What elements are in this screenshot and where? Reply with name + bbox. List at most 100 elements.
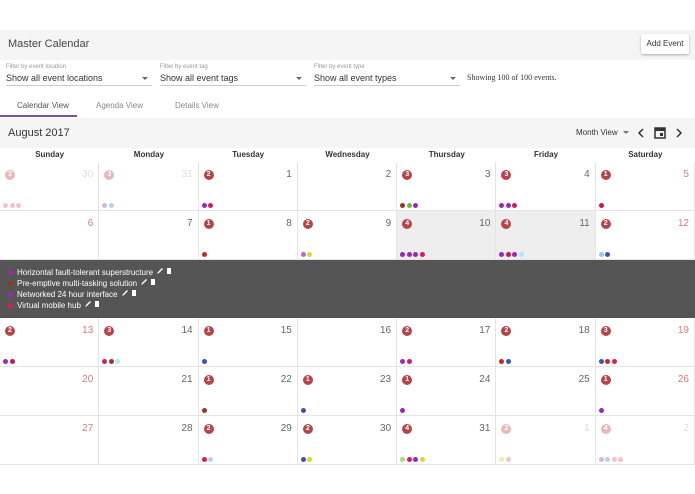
day-cell[interactable] (0, 367, 100, 416)
day-cell[interactable] (0, 318, 100, 367)
event-actions[interactable] (121, 289, 139, 297)
dropdown-arrow[interactable] (623, 131, 629, 134)
event-count-badge: 2 (600, 219, 611, 229)
event-count-badge: 4 (402, 219, 413, 229)
day-cell[interactable] (496, 318, 596, 367)
day-cell[interactable] (297, 211, 398, 260)
day-cell[interactable] (198, 162, 298, 211)
day-number: 8 (286, 218, 292, 229)
day-cell[interactable] (397, 416, 497, 465)
day-cell[interactable] (99, 162, 199, 211)
add-event-button[interactable]: Add Event (641, 34, 689, 54)
edit-icon[interactable] (121, 290, 128, 296)
view-select[interactable]: Month View (576, 128, 618, 137)
event-dot (406, 203, 412, 208)
day-cell[interactable] (99, 367, 199, 416)
day-cell[interactable] (99, 211, 199, 260)
day-cell[interactable] (198, 211, 298, 260)
day-cell[interactable] (595, 162, 695, 211)
event-dot (413, 203, 419, 208)
next-button[interactable] (676, 128, 683, 138)
edit-icon[interactable] (141, 279, 148, 285)
filter-label: Filter by event tag (160, 64, 208, 70)
event-dot (419, 457, 425, 462)
event-dot (512, 203, 518, 208)
day-cell[interactable] (595, 318, 695, 367)
day-cell[interactable] (496, 367, 596, 416)
weekday: Tuesday (232, 150, 265, 159)
day-number: 5 (683, 169, 689, 180)
delete-icon[interactable] (94, 301, 99, 307)
event-actions[interactable] (140, 278, 158, 286)
edit-icon[interactable] (84, 301, 91, 307)
event-count-badge: 2 (402, 326, 413, 336)
prev-button[interactable] (637, 128, 644, 138)
day-number: 18 (578, 325, 590, 336)
event-title[interactable]: Virtual mobile hub (17, 300, 102, 310)
event-count-badge: 2 (5, 326, 15, 336)
day-cell[interactable] (595, 367, 695, 416)
day-number: 2 (683, 423, 689, 434)
event-dot (413, 252, 419, 257)
day-cell[interactable] (198, 416, 298, 465)
day-cell[interactable] (595, 211, 695, 260)
day-cell[interactable] (99, 318, 199, 367)
event-dot (406, 252, 412, 257)
event-dot (108, 203, 114, 208)
event-dot (300, 457, 306, 462)
day-number: 31 (479, 423, 491, 434)
event-dot (598, 203, 604, 208)
event-dot (102, 203, 108, 208)
tab[interactable]: Details View (175, 101, 219, 110)
day-cell[interactable] (198, 318, 298, 367)
filter-select[interactable]: Show all event tags (160, 71, 306, 86)
day-cell[interactable] (496, 211, 596, 260)
event-dot (400, 359, 406, 364)
event-actions[interactable] (156, 267, 174, 275)
day-cell[interactable] (397, 367, 497, 416)
delete-icon[interactable] (131, 290, 136, 296)
event-count-badge: 1 (600, 170, 611, 180)
day-number: 20 (82, 374, 94, 385)
day-cell[interactable] (297, 367, 398, 416)
event-dot (605, 359, 611, 364)
event-dot (518, 252, 524, 257)
day-number: 7 (187, 218, 193, 229)
filter-select[interactable]: Show all event types (314, 71, 460, 86)
day-cell[interactable] (99, 416, 199, 465)
event-dot (8, 292, 13, 297)
day-cell[interactable] (0, 416, 100, 465)
event-dot (201, 408, 207, 413)
day-cell[interactable] (496, 162, 596, 211)
day-cell[interactable] (595, 416, 695, 465)
event-title[interactable]: Pre-emptive multi-tasking solution (17, 278, 158, 288)
day-cell[interactable] (0, 211, 100, 260)
day-cell[interactable] (397, 318, 497, 367)
event-dot (8, 270, 13, 275)
event-dot (413, 457, 419, 462)
day-number: 25 (578, 374, 590, 385)
day-cell[interactable] (297, 416, 398, 465)
day-cell[interactable] (397, 211, 497, 260)
day-number: 13 (82, 325, 94, 336)
event-title[interactable]: Horizontal fault-tolerant superstructure (17, 267, 174, 277)
tab[interactable]: Agenda View (96, 101, 143, 110)
today-button[interactable] (654, 127, 666, 139)
day-cell[interactable] (397, 162, 497, 211)
day-cell[interactable] (297, 318, 398, 367)
delete-icon[interactable] (167, 268, 172, 274)
day-cell[interactable] (198, 367, 298, 416)
event-title[interactable]: Networked 24 hour interface (17, 289, 139, 299)
delete-icon[interactable] (151, 279, 156, 285)
day-cell[interactable] (297, 162, 398, 211)
day-cell[interactable] (496, 416, 596, 465)
tab[interactable]: Calendar View (17, 101, 69, 110)
event-dot (8, 303, 13, 308)
event-dot (400, 252, 406, 257)
event-count-badge: 3 (402, 170, 413, 180)
event-actions[interactable] (84, 300, 102, 308)
edit-icon[interactable] (157, 268, 164, 274)
event-dot (499, 457, 505, 462)
filter-select[interactable]: Show all event locations (6, 71, 152, 86)
day-cell[interactable] (0, 162, 100, 211)
